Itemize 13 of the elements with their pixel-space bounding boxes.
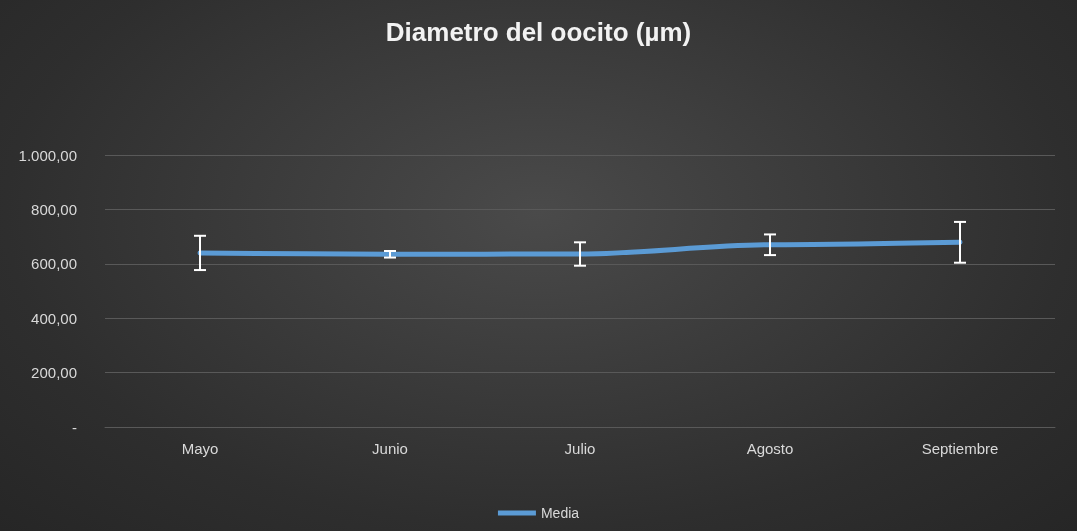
y-tick-label: 400,00 — [31, 309, 77, 327]
y-tick-label: 200,00 — [31, 364, 77, 382]
x-tick-label: Julio — [564, 440, 596, 457]
x-tick-label: Agosto — [746, 440, 794, 457]
x-tick-label: Septiembre — [921, 440, 999, 457]
y-tick-label: - — [72, 418, 77, 436]
chart-title: Diametro del oocito (µm) — [385, 17, 692, 47]
y-tick-label: 800,00 — [31, 200, 77, 218]
y-tick-label: 600,00 — [31, 255, 77, 273]
y-tick-label: 1.000,00 — [18, 146, 77, 164]
legend-label: Media — [540, 505, 580, 521]
x-tick-label: Junio — [372, 440, 408, 457]
x-tick-label: Mayo — [181, 440, 219, 457]
